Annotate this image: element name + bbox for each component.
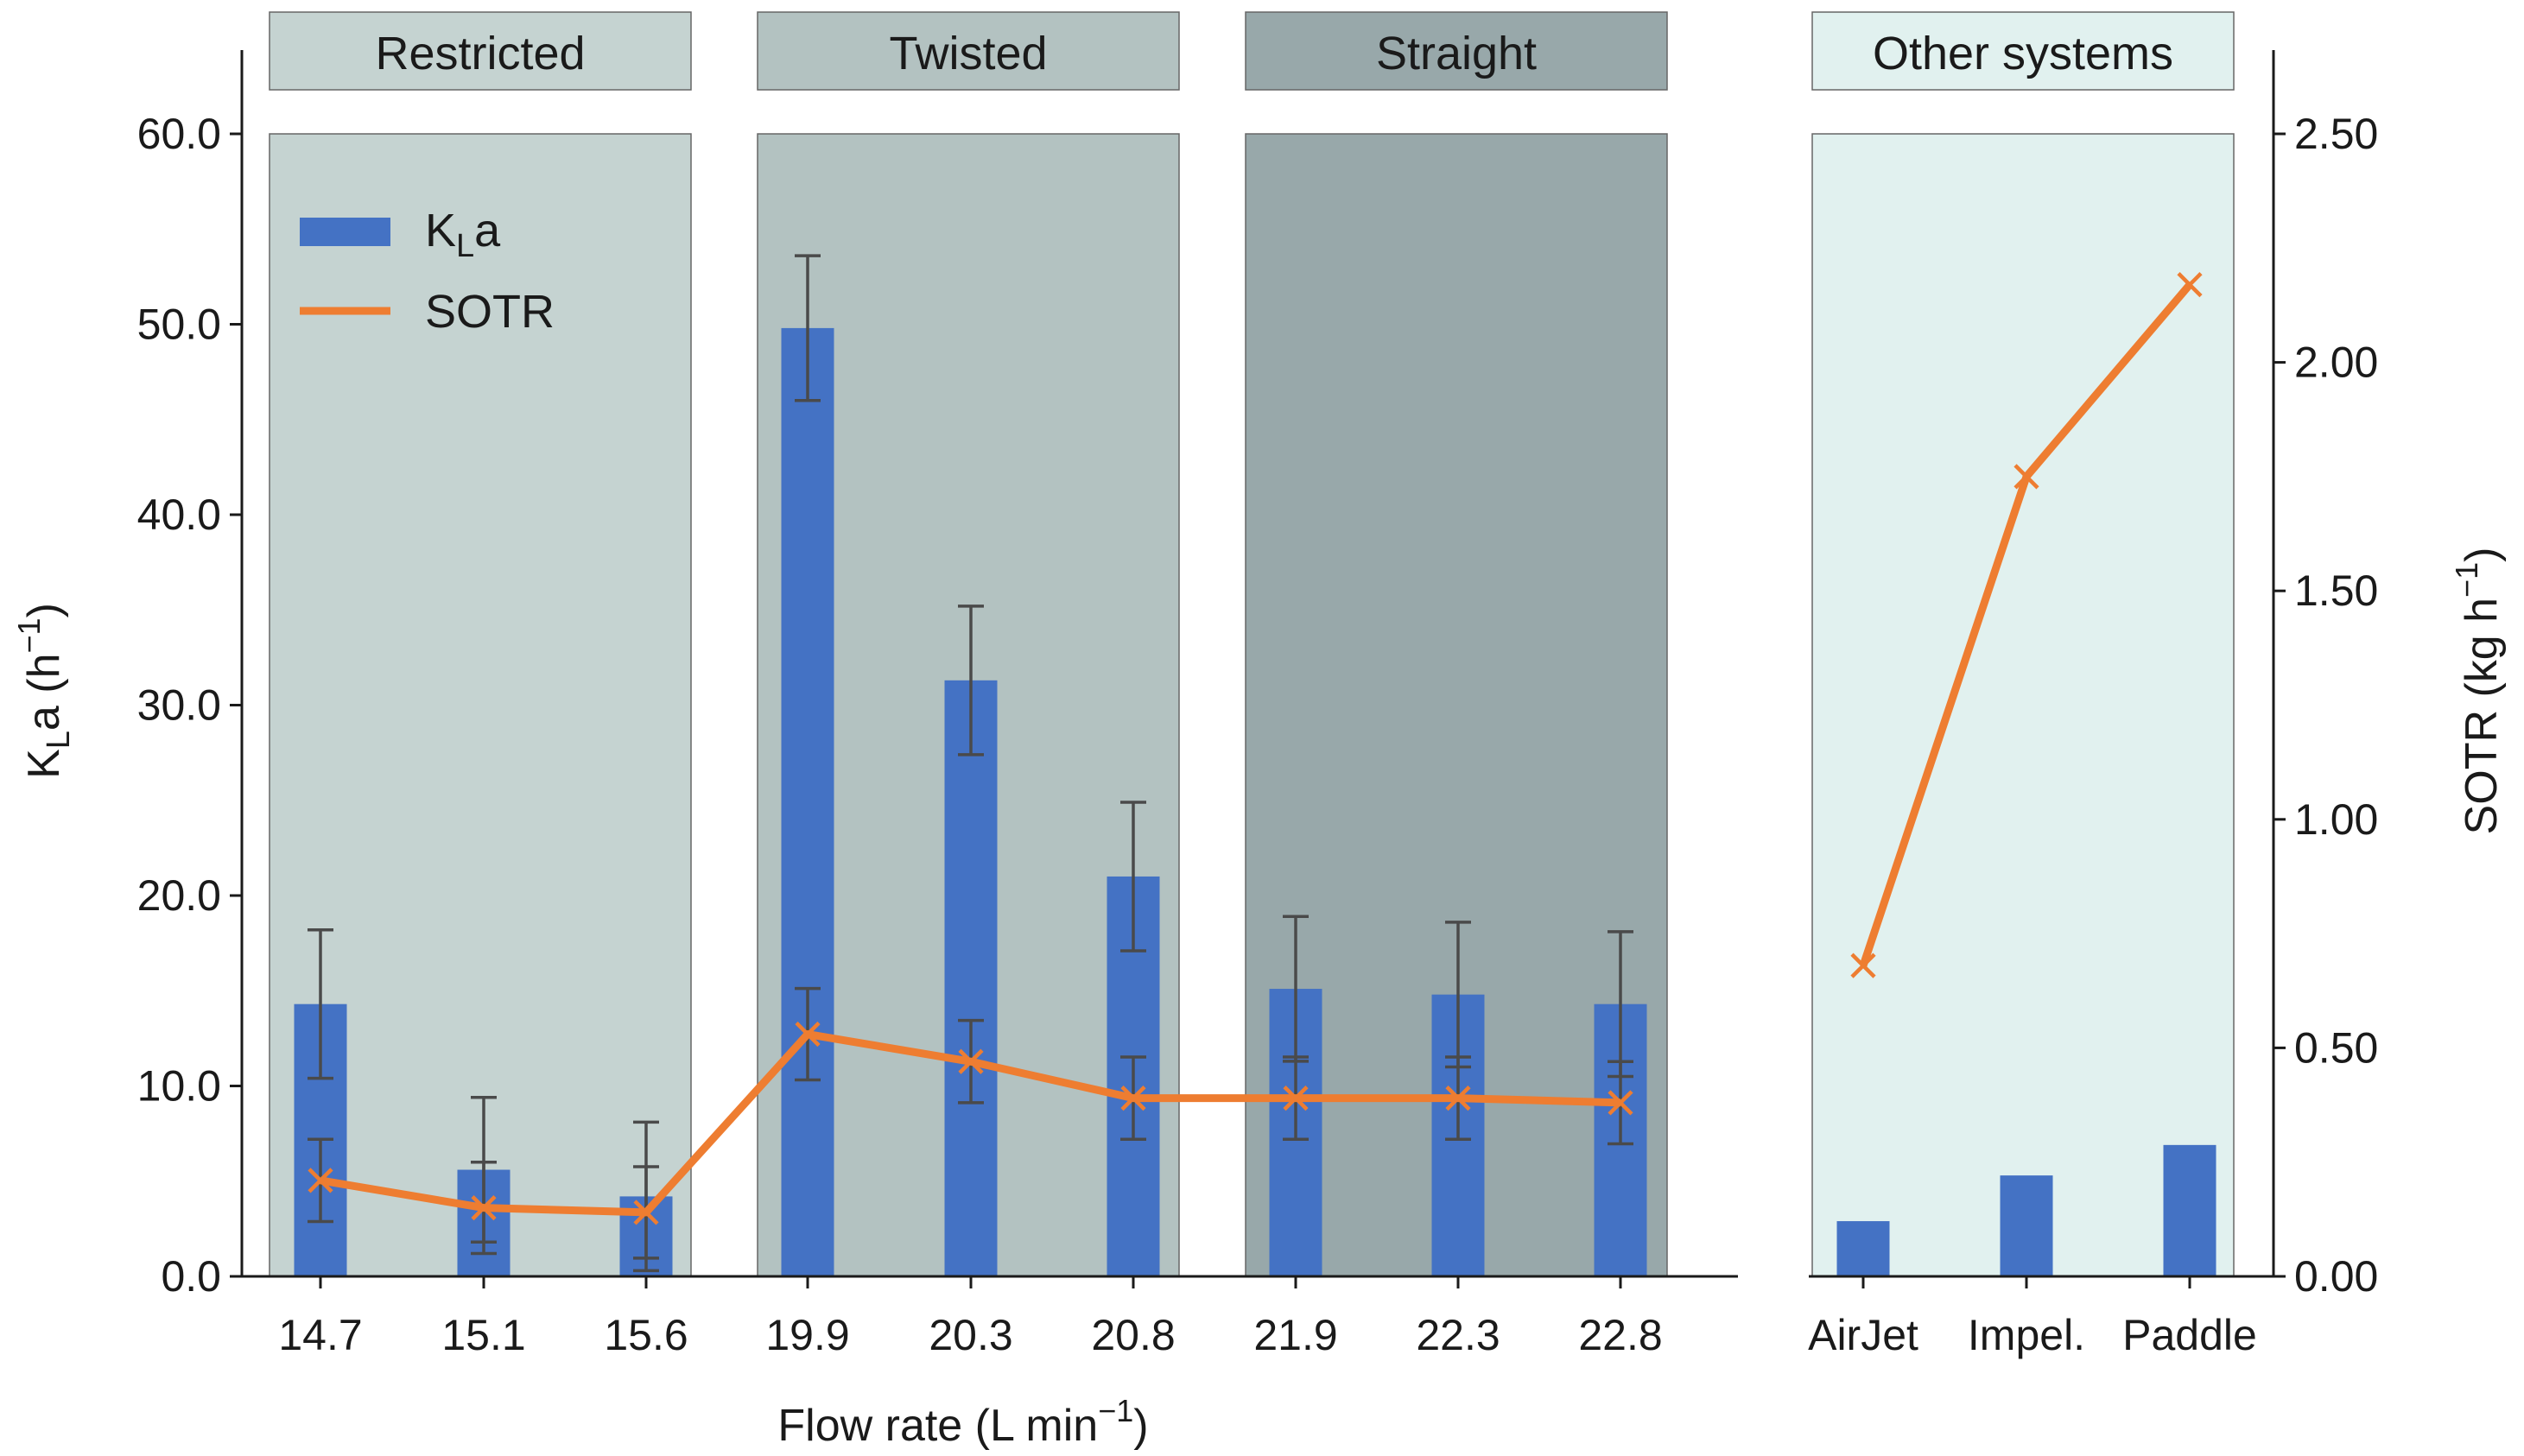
- sotr-point: [1283, 1086, 1309, 1111]
- group-header-box-straight: [1245, 11, 1668, 91]
- legend-label-sotr: SOTR: [425, 286, 555, 338]
- kla-bar-other: [2000, 1175, 2053, 1276]
- group-header-restricted: Restricted: [375, 28, 585, 79]
- y-tick-label-left: 60.0: [137, 110, 221, 158]
- sotr-point-stroke-b: [1120, 1086, 1146, 1111]
- x-tick-label: 22.8: [1578, 1311, 1662, 1359]
- y-axis-title-right: SOTR (kg h−1): [2449, 548, 2507, 835]
- y-tick-label-right: 2.50: [2294, 110, 2378, 158]
- y-axis-title-left: KLa (h−1): [11, 603, 77, 779]
- group-header-box-other-systems: [1811, 11, 2235, 91]
- sotr-point-stroke-b: [1445, 1086, 1471, 1111]
- y-tick-label-right: 0.00: [2294, 1252, 2378, 1301]
- x-tick-label: 14.7: [278, 1311, 362, 1359]
- y-tick-label-left: 0.0: [161, 1252, 221, 1301]
- sotr-point-other-stroke-b: [2013, 464, 2039, 490]
- group-headers: Restricted Twisted Straight Other systems: [269, 11, 2235, 91]
- sotr-point-other-stroke-b: [2177, 272, 2203, 298]
- sotr-point: [1608, 1090, 1633, 1116]
- sotr-point: [471, 1195, 497, 1221]
- sotr-point-stroke-b: [471, 1195, 497, 1221]
- sotr-point-stroke-b: [795, 1021, 821, 1048]
- x-tick-label: AirJet: [1808, 1311, 1918, 1359]
- x-tick-label: 20.3: [929, 1311, 1012, 1359]
- y-tick-label-left: 30.0: [137, 681, 221, 730]
- sotr-lines: [308, 272, 2203, 1225]
- legend: KLa SOTR: [300, 205, 555, 338]
- group-header-twisted: Twisted: [889, 28, 1047, 79]
- group-header-straight: Straight: [1376, 28, 1537, 79]
- group-header-box-twisted: [757, 11, 1180, 91]
- x-tick-label: 15.1: [441, 1311, 525, 1359]
- sotr-point-stroke-b: [308, 1168, 333, 1193]
- x-tick-label: 19.9: [765, 1311, 849, 1359]
- x-tick-label: 22.3: [1416, 1311, 1500, 1359]
- sotr-point: [1445, 1086, 1471, 1111]
- y-tick-label-right: 0.50: [2294, 1023, 2378, 1072]
- y-tick-label-right: 1.50: [2294, 567, 2378, 615]
- sotr-point: [308, 1168, 333, 1193]
- group-panel-other-systems: [1811, 133, 2235, 1277]
- legend-label-kla: KLa: [425, 205, 501, 264]
- x-axis-title: Flow rate (L min−1): [777, 1393, 1148, 1451]
- sotr-point-other-stroke-b: [1850, 953, 1876, 978]
- x-tick-label: Impel.: [1968, 1311, 2085, 1359]
- kla-bar: [781, 327, 834, 1276]
- sotr-point-stroke-b: [958, 1048, 984, 1074]
- group-backgrounds: [269, 133, 2235, 1277]
- y-tick-label-left: 40.0: [137, 491, 221, 539]
- y-tick-label-right: 1.00: [2294, 795, 2378, 844]
- sotr-point-other: [2013, 464, 2039, 490]
- y-tick-label-left: 10.0: [137, 1062, 221, 1111]
- sotr-point: [633, 1200, 659, 1225]
- sotr-point-other: [2177, 272, 2203, 298]
- x-tick-label: Paddle: [2122, 1311, 2257, 1359]
- sotr-point-stroke-b: [1608, 1090, 1633, 1116]
- x-tick-label: 15.6: [604, 1311, 688, 1359]
- sotr-point: [1120, 1086, 1146, 1111]
- x-tick-label: 21.9: [1253, 1311, 1337, 1359]
- legend-swatch-kla: [300, 218, 390, 246]
- sotr-point: [958, 1048, 984, 1074]
- group-header-box-restricted: [269, 11, 692, 91]
- group-header-other-systems: Other systems: [1873, 28, 2173, 79]
- sotr-point-stroke-b: [1283, 1086, 1309, 1111]
- kla-bar-other: [1836, 1221, 1890, 1276]
- kla-bar: [944, 680, 998, 1276]
- y-tick-label-left: 50.0: [137, 301, 221, 349]
- axes: 0.0 10.0 20.0 30.0 40.0 50.0 60.0 0.00 0.50 1.00 1…: [137, 50, 2378, 1359]
- x-tick-label: 20.8: [1091, 1311, 1175, 1359]
- sotr-point: [795, 1021, 821, 1048]
- sotr-point-other: [1850, 953, 1876, 978]
- sotr-point-stroke-b: [633, 1200, 659, 1225]
- kla-bar-other: [2163, 1144, 2216, 1276]
- y-tick-label-left: 20.0: [137, 871, 221, 920]
- y-tick-label-right: 2.00: [2294, 339, 2378, 387]
